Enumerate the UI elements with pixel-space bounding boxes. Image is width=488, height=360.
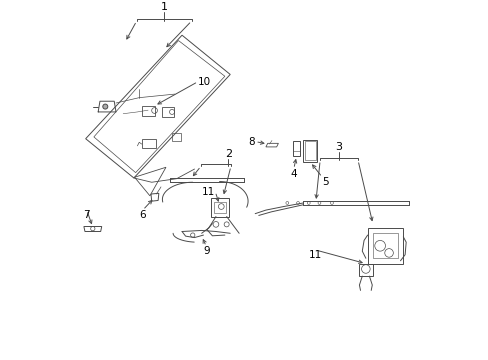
Bar (162, 107, 173, 117)
Circle shape (102, 104, 107, 109)
Bar (210, 198, 229, 216)
Text: 11: 11 (202, 186, 215, 197)
Bar (214, 202, 225, 213)
Text: 4: 4 (290, 169, 297, 179)
Text: 10: 10 (198, 77, 211, 87)
Bar (372, 233, 397, 258)
Text: 11: 11 (308, 250, 322, 260)
Bar (142, 105, 154, 116)
Text: 6: 6 (139, 210, 146, 220)
Text: 2: 2 (224, 149, 231, 159)
Text: 3: 3 (335, 142, 342, 152)
Text: 7: 7 (83, 210, 90, 220)
Bar (292, 141, 300, 156)
Bar (358, 264, 372, 276)
Text: 5: 5 (322, 177, 328, 187)
Bar (142, 139, 156, 148)
Text: 8: 8 (248, 136, 255, 147)
Bar (172, 133, 181, 141)
Bar (303, 140, 316, 162)
Text: 9: 9 (203, 247, 209, 256)
Text: 1: 1 (161, 2, 167, 12)
Bar (304, 141, 315, 161)
Bar (367, 228, 403, 264)
